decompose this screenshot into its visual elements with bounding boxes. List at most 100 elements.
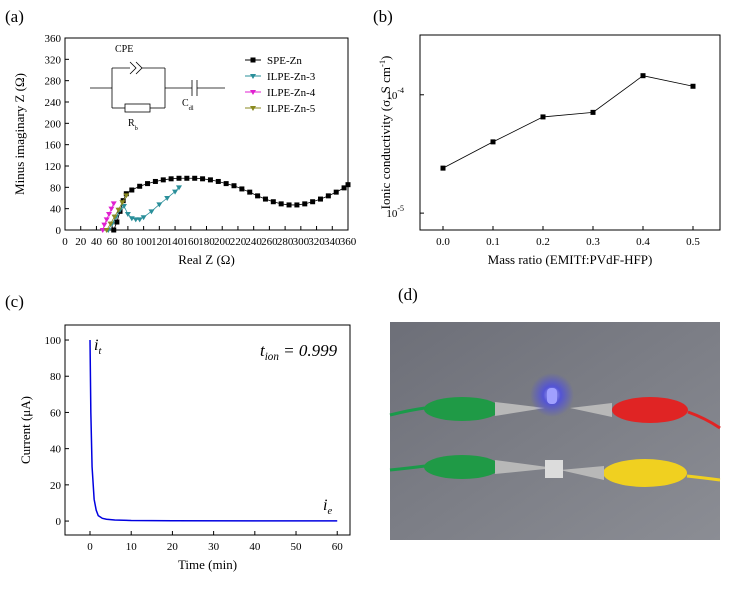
x-tick-label: 0.3: [586, 236, 600, 248]
y-tick-label-main: 240: [45, 97, 62, 109]
data-point: [247, 189, 253, 195]
y-axis-label-end: ): [378, 56, 393, 60]
y-tick-label: 360: [45, 33, 62, 45]
series-line: [89, 340, 338, 522]
y-tick-label: 20: [50, 480, 62, 492]
legend-label: ILPE-Zn-3: [267, 71, 316, 83]
y-tick-label-sup: -4: [397, 86, 404, 95]
circuit-inset: [90, 61, 225, 113]
y-tick-label-main: 360: [45, 33, 62, 45]
data-point: [148, 209, 155, 215]
data-point: [540, 114, 546, 120]
annotation: it: [94, 337, 102, 357]
y-axis-label-main: Minus imaginary Z (Ω): [12, 73, 27, 195]
data-point: [590, 109, 596, 115]
y-tick-label: 40: [50, 204, 62, 216]
y-tick-label-main: 280: [45, 76, 62, 88]
data-point: [140, 215, 147, 221]
panel-label: (c): [5, 292, 24, 311]
y-tick-label-main: 120: [45, 161, 62, 173]
data-point: [99, 228, 106, 233]
y-tick-label-main: 320: [45, 54, 62, 66]
x-tick-label: 200: [214, 236, 231, 248]
data-point: [333, 189, 339, 195]
inset-label-sub: dl: [189, 105, 194, 112]
x-tick-label: 100: [135, 236, 152, 248]
data-point: [440, 165, 446, 171]
data-point: [152, 178, 158, 184]
inset-label-main: R: [128, 118, 135, 129]
x-tick-label: 80: [122, 236, 134, 248]
y-tick-label: 320: [45, 54, 62, 66]
data-point: [231, 183, 237, 189]
legend-label: ILPE-Zn-4: [267, 87, 316, 99]
data-point: [137, 183, 143, 189]
y-tick-label: 60: [50, 407, 62, 419]
y-tick-label-main: 10: [386, 90, 398, 102]
data-point: [184, 175, 190, 181]
x-tick-label: 50: [291, 541, 303, 553]
x-tick-label: 60: [107, 236, 119, 248]
plot-frame: [64, 324, 351, 536]
x-tick-label: 0: [87, 541, 93, 553]
data-point: [207, 177, 213, 183]
legend-marker: [250, 57, 256, 63]
annotation-main: i: [323, 497, 327, 514]
x-tick-label: 220: [230, 236, 247, 248]
y-tick-label: 80: [50, 371, 62, 383]
y-tick-label-main: 0: [56, 516, 62, 528]
y-axis-label-main: Current (μA): [18, 396, 33, 464]
x-tick-label: 0.0: [436, 236, 450, 248]
annotation-main: t: [260, 341, 266, 360]
data-point: [278, 201, 284, 207]
y-tick-label: 120: [45, 161, 62, 173]
data-point: [215, 178, 221, 184]
panel-label: (d): [398, 285, 418, 304]
inset-label: CPE: [115, 44, 133, 55]
annotation-sub: ion: [265, 351, 280, 363]
legend-marker: [250, 106, 256, 111]
x-axis-label: Mass ratio (EMITf:PVdF-HFP): [488, 252, 653, 267]
x-tick-label: 280: [277, 236, 294, 248]
y-tick-label-main: 40: [50, 444, 62, 456]
data-point: [175, 185, 182, 191]
data-point: [119, 200, 126, 206]
data-point: [160, 177, 166, 183]
inset-label: Rb: [128, 118, 138, 132]
x-tick-label: 30: [208, 541, 220, 553]
x-tick-label: 300: [293, 236, 310, 248]
y-tick-label: 10-5: [386, 204, 404, 220]
x-tick-label: 40: [91, 236, 103, 248]
y-tick-label-main: 80: [50, 182, 62, 194]
photo: [389, 322, 721, 540]
x-tick-label: 10: [126, 541, 138, 553]
y-tick-label: 100: [45, 335, 62, 347]
y-tick-label: 40: [50, 444, 62, 456]
y-tick-label-main: 80: [50, 371, 62, 383]
legend-marker: [250, 74, 256, 79]
x-tick-label: 120: [151, 236, 168, 248]
annotation: tion = 0.999: [260, 341, 338, 363]
y-tick-label: 200: [45, 118, 62, 130]
data-point: [262, 196, 268, 202]
data-point: [103, 217, 110, 223]
annotation-sub: e: [327, 506, 332, 517]
data-point: [255, 193, 261, 199]
data-point: [108, 206, 115, 212]
data-point: [111, 214, 118, 220]
x-tick-label: 0.5: [686, 236, 700, 248]
data-point: [176, 175, 182, 181]
y-tick-label: 280: [45, 76, 62, 88]
data-point: [124, 212, 131, 217]
x-axis-label: Time (min): [178, 557, 237, 572]
x-tick-label: 0.4: [636, 236, 650, 248]
inset-label-main: C: [182, 98, 189, 109]
y-tick-label-main: 0: [56, 225, 62, 237]
data-point: [690, 83, 696, 89]
series-line: [113, 177, 349, 231]
inset-label-sub: b: [135, 125, 138, 132]
annotation-main: i: [94, 337, 98, 354]
data-point: [270, 199, 276, 205]
annotation-sub: t: [98, 346, 102, 357]
